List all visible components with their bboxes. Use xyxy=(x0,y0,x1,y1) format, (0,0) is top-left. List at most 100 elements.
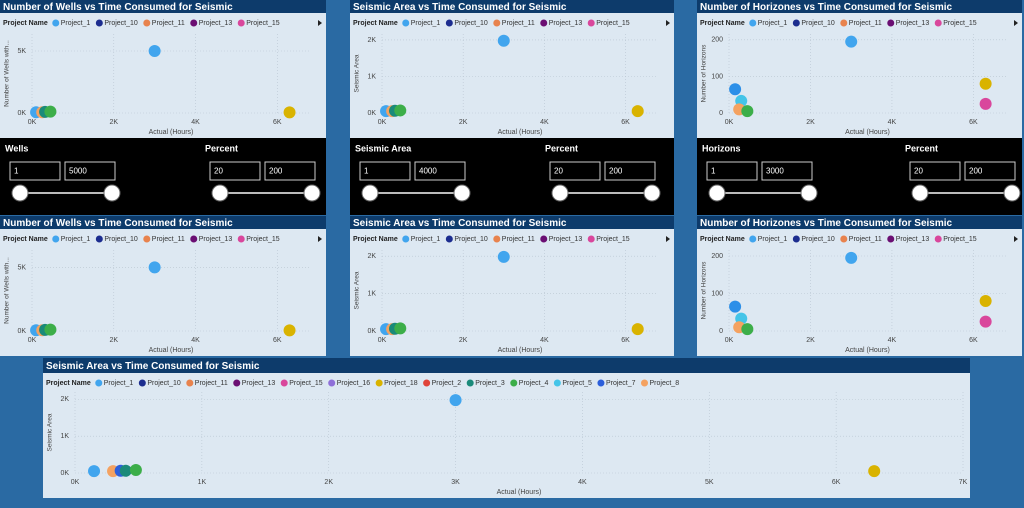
legend-swatch xyxy=(52,19,60,27)
data-point[interactable] xyxy=(449,394,462,407)
slicer-max-input[interactable] xyxy=(64,161,116,181)
data-point[interactable] xyxy=(497,34,510,47)
legend-more-arrow[interactable] xyxy=(666,236,670,242)
legend-swatch xyxy=(445,19,453,27)
slicer-max-value: 3000 xyxy=(766,167,784,176)
data-point[interactable] xyxy=(497,250,510,263)
legend-swatch xyxy=(375,379,383,387)
legend-label: Project_1 xyxy=(61,236,91,243)
legend-swatch xyxy=(328,379,336,387)
legend-label: Project_8 xyxy=(650,380,680,387)
y-tick-label: 200 xyxy=(711,253,723,260)
slicer-max-input[interactable] xyxy=(761,161,813,181)
range-slicer: Percent 20 200 xyxy=(205,143,321,202)
data-point[interactable] xyxy=(729,83,742,96)
legend-more-arrow[interactable] xyxy=(318,20,322,26)
data-point[interactable] xyxy=(129,464,142,477)
slicer-label: Wells xyxy=(5,143,28,153)
slicer-label: Seismic Area xyxy=(355,143,412,153)
legend-label: Project_7 xyxy=(606,380,636,387)
chart-panel: Number of Horizones vs Time Consumed for… xyxy=(697,216,1022,356)
slicer-min-input[interactable] xyxy=(9,161,61,181)
legend-more-arrow[interactable] xyxy=(666,20,670,26)
data-point[interactable] xyxy=(283,106,296,119)
data-point[interactable] xyxy=(88,465,101,478)
slider-handle-min[interactable] xyxy=(211,184,229,202)
title-bar xyxy=(350,216,674,229)
range-slicer: Percent 20 200 xyxy=(905,143,1021,202)
legend-swatch xyxy=(597,379,605,387)
data-point[interactable] xyxy=(283,324,296,337)
slicer-min-input[interactable] xyxy=(706,161,758,181)
legend-label: Project_2 xyxy=(432,380,462,387)
data-point[interactable] xyxy=(44,105,57,118)
legend-swatch xyxy=(190,19,198,27)
y-tick-label: 100 xyxy=(711,290,723,297)
data-point[interactable] xyxy=(979,315,992,328)
data-point[interactable] xyxy=(148,261,161,274)
data-point[interactable] xyxy=(979,295,992,307)
legend-more-arrow[interactable] xyxy=(1014,236,1018,242)
legend-label: Project_11 xyxy=(502,20,535,27)
data-point[interactable] xyxy=(631,105,644,118)
x-tick-label: 4K xyxy=(888,119,897,126)
data-point[interactable] xyxy=(979,97,992,110)
slider-handle-min[interactable] xyxy=(708,184,726,202)
legend-label: Project_15 xyxy=(246,236,280,243)
data-point[interactable] xyxy=(845,251,858,264)
slicer-max-input[interactable] xyxy=(604,161,656,181)
slider-handle-max[interactable] xyxy=(643,184,661,202)
slider-handle-max[interactable] xyxy=(1003,184,1021,202)
y-tick-label: 0 xyxy=(719,110,723,117)
slicer-max-input[interactable] xyxy=(264,161,316,181)
y-tick-label: 1K xyxy=(367,290,376,297)
data-point[interactable] xyxy=(394,104,407,117)
chart-title: Number of Wells vs Time Consumed for Sei… xyxy=(3,2,233,13)
slicer-min-input[interactable] xyxy=(209,161,261,181)
slicer-label: Horizons xyxy=(702,143,741,153)
slider-handle-max[interactable] xyxy=(103,184,121,202)
slider-handle-min[interactable] xyxy=(911,184,929,202)
y-axis-label: Number of Wells with... xyxy=(4,40,11,107)
legend-swatch xyxy=(402,235,410,243)
data-point[interactable] xyxy=(979,77,992,90)
x-tick-label: 2K xyxy=(324,479,333,486)
slider-handle-min[interactable] xyxy=(11,184,29,202)
legend-swatch xyxy=(641,379,649,387)
data-point[interactable] xyxy=(394,322,407,335)
slider-handle-max[interactable] xyxy=(800,184,818,202)
slider-handle-min[interactable] xyxy=(551,184,569,202)
x-tick-label: 6K xyxy=(832,479,841,486)
x-tick-label: 2K xyxy=(109,337,118,344)
range-slicer: Percent 20 200 xyxy=(545,143,661,202)
data-point[interactable] xyxy=(631,323,644,336)
legend-more-arrow[interactable] xyxy=(318,236,322,242)
slicer-max-input[interactable] xyxy=(964,161,1016,181)
data-point[interactable] xyxy=(741,323,754,336)
data-point[interactable] xyxy=(729,300,742,313)
data-point[interactable] xyxy=(741,105,754,118)
legend-swatch xyxy=(540,235,548,243)
x-tick-label: 0K xyxy=(725,337,734,344)
data-point[interactable] xyxy=(148,44,161,57)
slicer-min-input[interactable] xyxy=(909,161,961,181)
data-point[interactable] xyxy=(845,35,858,48)
legend-label: Project_11 xyxy=(849,20,882,27)
data-point[interactable] xyxy=(119,464,132,477)
y-axis-label: Seismic Area xyxy=(47,413,54,451)
legend-more-arrow[interactable] xyxy=(1014,20,1018,26)
legend-label: Project_11 xyxy=(152,236,185,243)
legend-swatch xyxy=(280,379,288,387)
slicer-min-input[interactable] xyxy=(359,161,411,181)
slicer-max-input[interactable] xyxy=(414,161,466,181)
slider-handle-min[interactable] xyxy=(361,184,379,202)
slicer-min-input[interactable] xyxy=(549,161,601,181)
data-point[interactable] xyxy=(868,465,881,478)
legend-swatch xyxy=(749,235,757,243)
chart-panel: Seismic Area vs Time Consumed for Seismi… xyxy=(43,358,970,498)
legend-swatch xyxy=(840,235,848,243)
x-axis-label: Actual (Hours) xyxy=(498,347,543,354)
slider-handle-max[interactable] xyxy=(303,184,321,202)
data-point[interactable] xyxy=(44,323,57,336)
slider-handle-max[interactable] xyxy=(453,184,471,202)
